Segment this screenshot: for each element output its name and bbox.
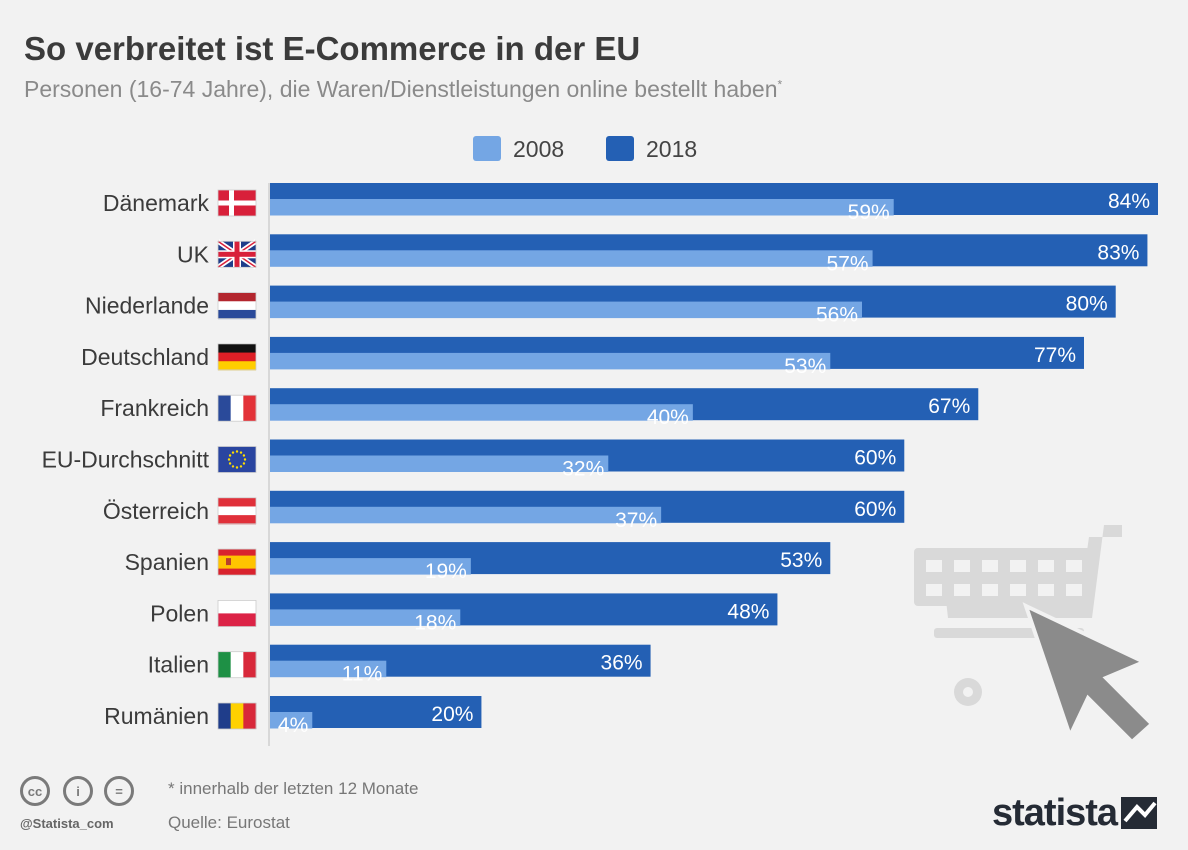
data-label-2008-uk: 57% <box>827 252 869 275</box>
category-label-spanien: Spanien <box>125 549 209 575</box>
data-label-2008-polen: 18% <box>414 611 456 634</box>
flag-frankreich-icon <box>217 394 257 422</box>
data-label-2018-italien: 36% <box>601 652 643 675</box>
subtitle-footnote-mark: * <box>777 77 783 92</box>
category-label-frankreich: Frankreich <box>100 395 209 421</box>
attribution-icon: i <box>63 776 93 806</box>
data-label-2008-oesterreich: 37% <box>615 509 657 532</box>
bar-2008-uk <box>270 250 873 267</box>
category-label-eu-durchschnitt: EU-Durchschnitt <box>42 447 210 473</box>
bar-2008-niederlande <box>270 301 862 319</box>
data-label-2008-spanien: 19% <box>425 560 467 583</box>
bar-2008-oesterreich <box>270 506 662 524</box>
data-label-2008-deutschland: 53% <box>784 355 826 378</box>
flag-polen-icon <box>217 600 257 627</box>
data-label-2008-eu-durchschnitt: 32% <box>562 458 604 481</box>
flag-daenemark-icon <box>217 189 257 217</box>
flag-niederlande-icon <box>217 292 257 320</box>
data-label-2008-frankreich: 40% <box>647 406 689 429</box>
category-label-niederlande: Niederlande <box>85 293 209 319</box>
bar-2008-eu-durchschnitt <box>270 455 609 472</box>
data-label-2018-deutschland: 77% <box>1034 344 1076 367</box>
legend-swatch-2008 <box>473 136 501 161</box>
legend-label-2018: 2018 <box>646 136 697 162</box>
mouse-cursor-icon <box>1022 602 1155 745</box>
legend-swatch-2018 <box>606 136 634 161</box>
category-label-deutschland: Deutschland <box>81 344 209 370</box>
bars: 84% 59% Dänemark 83% 57% UK 80% 56% Niederlande 7… <box>42 183 1158 737</box>
flag-uk-icon <box>216 239 258 270</box>
bar-2008-rumaenien <box>270 712 313 729</box>
bar-2008-deutschland <box>270 352 831 370</box>
bar-2008-polen <box>270 609 461 626</box>
bar-2008-italien <box>270 660 387 678</box>
flag-oesterreich-icon <box>217 497 257 525</box>
subtitle-text: Personen (16-74 Jahre), die Waren/Dienst… <box>24 76 778 102</box>
category-label-oesterreich: Österreich <box>103 498 209 524</box>
decoration <box>914 525 1155 745</box>
flag-italien-icon <box>217 651 257 679</box>
flag-eu-durchschnitt-icon <box>217 446 257 473</box>
legend: 2008 2018 <box>473 136 697 162</box>
data-label-2018-oesterreich: 60% <box>854 498 896 521</box>
creative-commons-icon: cc <box>20 776 50 806</box>
flag-deutschland-icon <box>217 343 257 371</box>
legend-label-2008: 2008 <box>513 136 564 162</box>
page-title: So verbreitet ist E-Commerce in der EU <box>24 30 641 67</box>
flag-rumaenien-icon <box>217 702 257 730</box>
statista-logo-mark <box>1121 797 1157 829</box>
data-label-2018-niederlande: 80% <box>1066 293 1108 316</box>
bar-2008-spanien <box>270 558 471 575</box>
subtitle: Personen (16-74 Jahre), die Waren/Dienst… <box>24 76 782 103</box>
cart-grid <box>926 560 1082 697</box>
data-label-2018-polen: 48% <box>727 600 769 623</box>
data-label-2018-eu-durchschnitt: 60% <box>854 447 896 470</box>
data-label-2008-italien: 11% <box>342 663 382 686</box>
category-label-daenemark: Dänemark <box>103 190 210 216</box>
category-label-uk: UK <box>177 241 210 267</box>
data-label-2008-rumaenien: 4% <box>278 714 308 737</box>
data-label-2018-uk: 83% <box>1097 241 1139 264</box>
bar-2008-frankreich <box>270 404 693 421</box>
data-label-2018-spanien: 53% <box>780 549 822 572</box>
bar-2008-daenemark <box>270 199 894 216</box>
data-label-2008-daenemark: 59% <box>848 201 890 224</box>
data-label-2008-niederlande: 56% <box>816 304 858 327</box>
statista-logo: statista <box>992 792 1118 834</box>
category-label-polen: Polen <box>150 600 209 626</box>
data-label-2018-frankreich: 67% <box>928 395 970 418</box>
category-label-italien: Italien <box>148 652 209 678</box>
no-derivatives-icon: = <box>104 776 134 806</box>
social-handle: @Statista_com <box>20 816 114 831</box>
category-label-rumaenien: Rumänien <box>104 703 209 729</box>
footnote: * innerhalb der letzten 12 Monate <box>168 779 419 798</box>
data-label-2018-daenemark: 84% <box>1108 190 1150 213</box>
flag-spanien-icon <box>217 548 257 576</box>
source-note: Quelle: Eurostat <box>168 813 290 832</box>
data-label-2018-rumaenien: 20% <box>431 703 473 726</box>
